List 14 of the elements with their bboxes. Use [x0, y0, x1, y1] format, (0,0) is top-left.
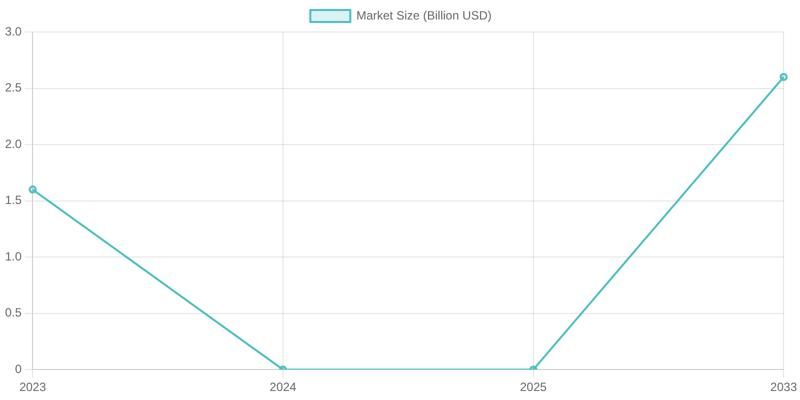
y-tick-label: 3.0	[4, 24, 22, 38]
point	[28, 186, 37, 194]
y-tick-label: 1.5	[4, 193, 22, 208]
x-tick-label: 2025	[520, 380, 547, 394]
x-tick-label: 2023	[19, 380, 46, 394]
x-tick-label: 2033	[770, 380, 798, 394]
y-tick-label: 2.0	[4, 136, 22, 151]
point	[780, 73, 788, 82]
y-tick-label: 0.5	[4, 306, 22, 320]
y-tick-label: 0	[14, 362, 22, 376]
y-tick-label: 2.5	[4, 80, 22, 95]
legend-label: Market Size (Billion USD)	[356, 8, 492, 22]
y-tick-label: 1.0	[4, 249, 22, 264]
x-tick-label: 2024	[270, 380, 297, 394]
